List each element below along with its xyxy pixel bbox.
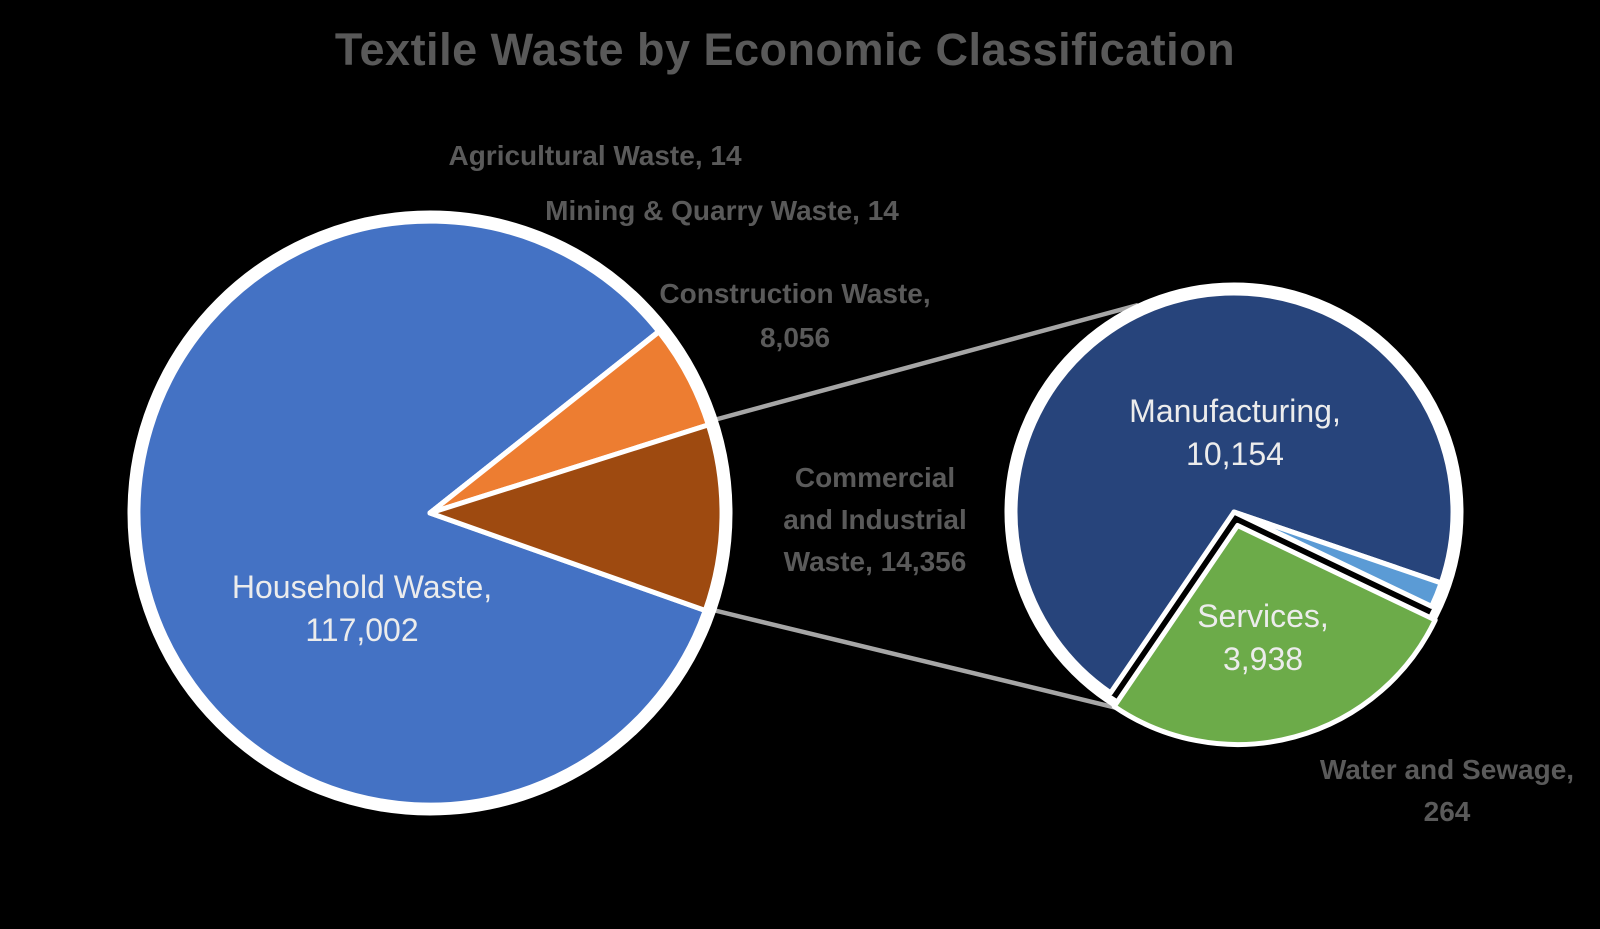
label-line: Services, <box>1197 598 1329 634</box>
label-line: and Industrial <box>783 504 967 535</box>
label-line: 3,938 <box>1222 641 1304 677</box>
chart-title: Textile Waste by Economic Classification <box>334 24 1236 75</box>
label-line: Agricultural Waste, 14 <box>448 140 742 171</box>
pie-slice-commercial-and-industrial-waste <box>427 422 725 613</box>
label-line: Manufacturing, <box>1129 393 1341 429</box>
data-label-construction-waste: Construction Waste, 8,056 <box>659 272 930 360</box>
label-line: Water and Sewage, <box>1319 754 1575 785</box>
label-line: Waste, 14,356 <box>783 546 967 577</box>
data-label-agricultural-waste: Agricultural Waste, 14 <box>448 134 741 177</box>
pie-slice-manufacturing <box>1012 290 1456 696</box>
data-label-commercial-industrial-waste: Commercial and Industrial Waste, 14,356 <box>783 457 967 583</box>
data-label-services: Services, 3,938 <box>1197 595 1329 681</box>
label-line: Commercial <box>794 462 956 493</box>
label-line: Mining & Quarry Waste, 14 <box>545 195 899 226</box>
pie-slice-water-and-sewage <box>1231 509 1444 609</box>
data-label-mining-quarry-waste: Mining & Quarry Waste, 14 <box>545 189 899 232</box>
data-label-household-waste: Household Waste, 117,002 <box>232 566 492 652</box>
main-pie-border-ring <box>127 210 733 816</box>
data-label-water-and-sewage: Water and Sewage, 264 <box>1320 749 1574 833</box>
pie-slice-household-waste <box>135 218 708 808</box>
label-line: 8,056 <box>759 322 831 353</box>
connector-line-top <box>713 302 1139 423</box>
label-line: Household Waste, <box>231 569 493 605</box>
label-line: 264 <box>1423 796 1471 827</box>
connector-line-bottom <box>712 607 1151 719</box>
pie-slice-services <box>1111 523 1438 747</box>
label-line: Construction Waste, <box>659 278 931 309</box>
label-line: 117,002 <box>305 612 419 648</box>
label-line: 10,154 <box>1186 436 1284 472</box>
data-label-manufacturing: Manufacturing, 10,154 <box>1129 390 1341 476</box>
